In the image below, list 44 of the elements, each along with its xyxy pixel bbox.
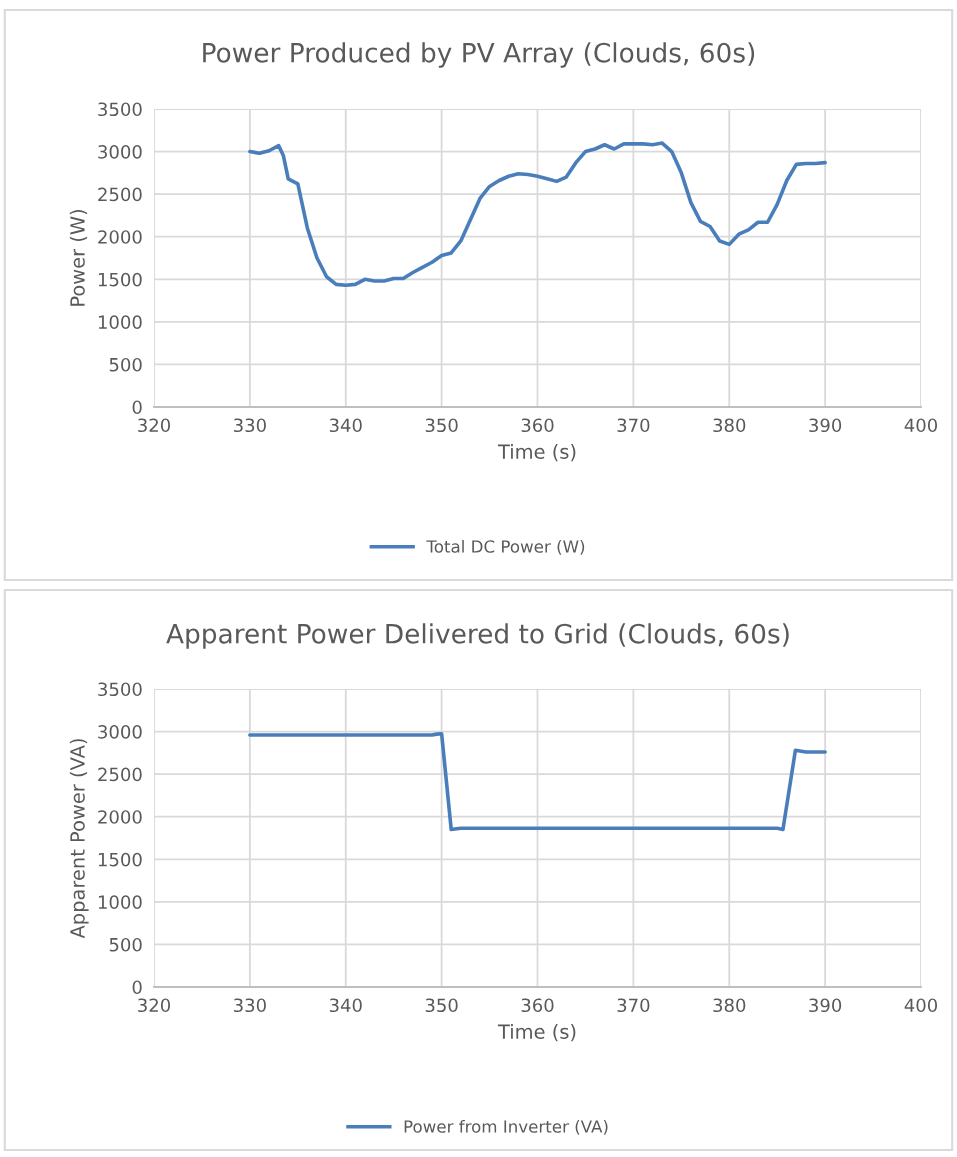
- y-tick-label: 1000: [98, 895, 142, 909]
- x-tick-label: 390: [809, 418, 842, 433]
- line-series: [248, 141, 827, 288]
- x-tick-label: 320: [138, 998, 171, 1013]
- y-tick-label: 2000: [98, 810, 142, 824]
- y-tick-label: 2500: [98, 767, 142, 782]
- y-tick-label: 1000: [98, 315, 142, 329]
- y-tick-label: 2000: [98, 230, 142, 244]
- legend-label: Power from Inverter (VA): [404, 1119, 608, 1135]
- legend-label: Total DC Power (W): [426, 539, 585, 555]
- y-tick-label: 1500: [98, 272, 142, 287]
- x-tick-label: 320: [138, 418, 171, 433]
- x-tick-label: 380: [713, 418, 746, 433]
- x-axis-title: Time (s): [497, 443, 576, 462]
- x-tick-label: 400: [904, 998, 938, 1013]
- x-tick-label: 350: [425, 418, 458, 433]
- x-tick-label: 340: [329, 418, 362, 433]
- chart-title: Apparent Power Delivered to Grid (Clouds, 60s): [166, 623, 789, 649]
- x-tick-label: 400: [904, 418, 938, 433]
- y-axis-title: Power (W): [69, 209, 88, 306]
- x-tick-label: 330: [234, 998, 266, 1013]
- x-tick-label: 360: [521, 418, 554, 433]
- y-tick-label: 3000: [98, 145, 142, 159]
- y-tick-label: 3500: [98, 682, 142, 697]
- chart-title: Power Produced by PV Array (Clouds, 60s): [203, 42, 755, 68]
- y-tick-label: 2500: [98, 187, 142, 202]
- y-tick-label: 0: [132, 980, 142, 995]
- y-tick-label: 500: [109, 937, 142, 952]
- x-tick-label: 350: [425, 998, 458, 1013]
- x-tick-label: 370: [617, 418, 650, 433]
- x-axis-title: Time (s): [497, 1023, 576, 1042]
- x-tick-label: 340: [329, 998, 362, 1013]
- x-tick-label: 370: [617, 998, 650, 1013]
- line-series: [248, 731, 827, 832]
- x-tick-label: 360: [521, 998, 554, 1013]
- y-tick-label: 3500: [98, 102, 142, 117]
- x-tick-label: 330: [234, 418, 266, 433]
- x-tick-label: 390: [809, 998, 842, 1013]
- y-tick-label: 0: [132, 400, 142, 415]
- y-axis-title: Apparent Power (VA): [69, 739, 89, 939]
- y-tick-label: 3000: [98, 725, 142, 739]
- x-tick-label: 380: [713, 998, 746, 1013]
- y-tick-label: 1500: [98, 852, 142, 867]
- y-tick-label: 500: [109, 357, 142, 372]
